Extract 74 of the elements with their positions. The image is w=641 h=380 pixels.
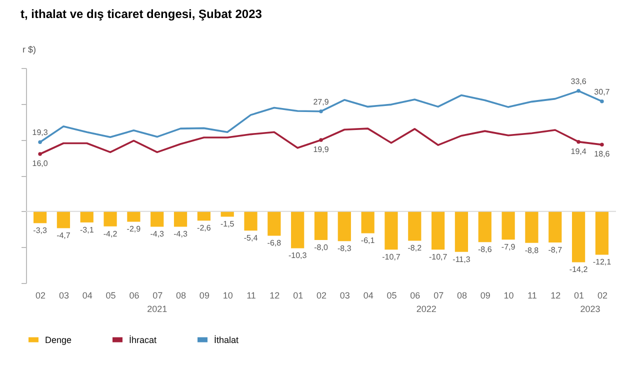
data-label: -6,8 [267,238,282,248]
text: 2021 [147,304,168,314]
x-tick-label: 08 [176,290,186,300]
data-label: -6,1 [360,236,376,246]
data-label: -8,2 [408,244,422,253]
data-label: -8,0 [314,243,328,252]
y-axis-title: r $) [22,44,36,54]
point [576,89,580,93]
x-tick-label: 02 [316,290,327,300]
data-label: 33,6 [570,76,587,86]
point [38,140,42,144]
data-label: -7,9 [501,242,516,252]
data-label: -1,5 [220,220,235,229]
data-label: -14,2 [569,265,588,274]
text: 2022 [416,304,436,314]
x-tick-label: 01 [293,290,304,300]
data-label: -2,9 [126,224,142,234]
data-label: -4,2 [103,229,118,238]
data-label: -4,3 [174,230,188,239]
x-tick-label: 02 [36,290,46,300]
x-tick-label: 05 [106,290,116,300]
data-label: 18,6 [594,150,610,159]
x-tick-label: 09 [199,290,210,300]
data-label: -8,3 [338,244,352,254]
data-label: -2,6 [197,224,212,233]
legend-label: İthalat [214,334,240,345]
x-tick-label: 11 [528,290,537,300]
x-tick-label: 07 [434,290,444,300]
x-tick-label: 06 [129,290,140,300]
x-tick-label: 10 [222,290,233,300]
data-label: 19,9 [313,145,330,154]
point [319,109,323,114]
point [576,140,580,144]
x-tick-label: 06 [410,290,420,300]
data-label: -3,3 [33,226,48,236]
x-tick-label: 01 [574,290,584,300]
x-tick-label: 04 [82,290,92,300]
data-label: -10,7 [428,252,448,262]
data-label: -5,4 [244,234,258,243]
data-label: -10,3 [288,251,308,260]
data-label: -8,6 [478,245,492,254]
x-tick-label: 10 [504,290,514,300]
legend-label: İhracat [129,334,158,345]
x-tick-label: 12 [550,290,561,300]
data-label: -11,3 [452,254,471,264]
x-tick-label: 09 [480,290,490,300]
data-label: 19,3 [32,128,48,138]
chart-title: t, ithalat ve dış ticaret dengesi, Şubat 2023 [20,7,262,21]
data-label: -4,3 [150,230,165,239]
x-tick-label: 11 [246,290,256,300]
data-label: -4,7 [56,231,71,240]
x-tick-label: 03 [58,290,69,300]
data-label: -10,7 [382,252,401,262]
x-tick-label: 07 [152,290,163,300]
data-label: -3,1 [80,225,94,234]
point [38,152,42,156]
point [600,99,604,104]
data-label: 19,4 [570,146,587,156]
data-label: 27,9 [313,97,330,106]
legend-label: Denge [45,334,72,345]
point [319,138,323,142]
point [600,142,604,147]
x-tick-label: 03 [340,290,350,300]
x-tick-label: 04 [363,290,374,300]
x-tick-label: 02 [597,290,608,300]
x-tick-label: 05 [386,290,397,300]
data-label: 16,0 [32,159,48,168]
data-label: -8,8 [524,246,540,255]
text: 2023 [580,304,600,314]
data-label: -12,1 [592,258,612,267]
x-tick-label: 08 [456,290,467,300]
data-label: -8,7 [548,246,563,255]
x-tick-label: 12 [270,290,280,300]
data-label: 30,7 [594,87,610,96]
